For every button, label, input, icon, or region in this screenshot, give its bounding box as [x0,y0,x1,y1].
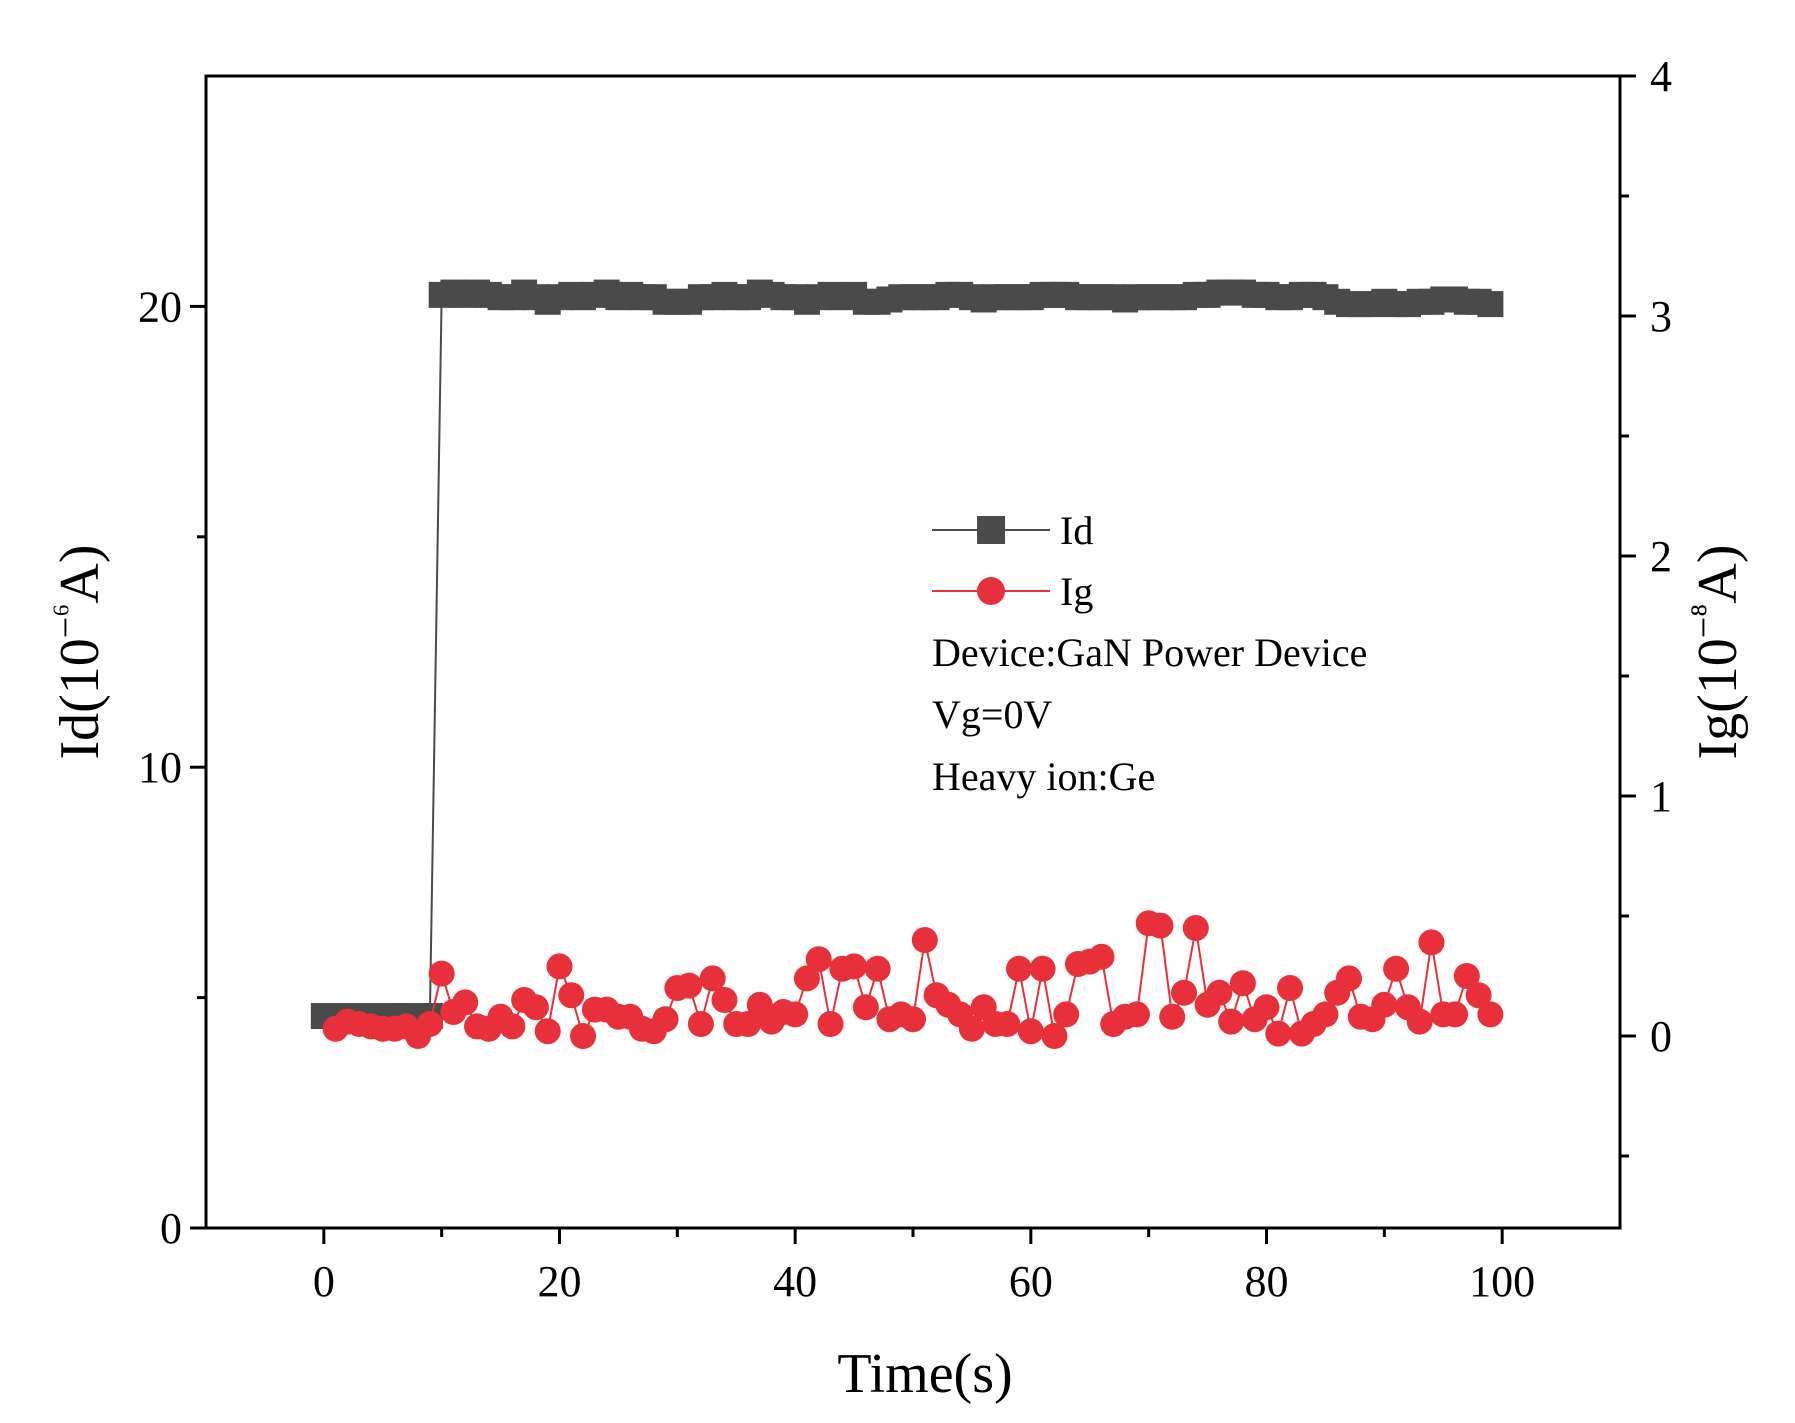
ig-point [864,955,891,982]
ig-point [452,989,479,1016]
ig-point [522,994,549,1021]
ig-point [1312,1001,1339,1028]
ig-point [652,1006,679,1033]
x-tick-label: 0 [313,1257,335,1306]
ig-point [852,994,879,1021]
left-y-axis-title-sup: −⁶ [45,604,87,639]
x-tick-label: 40 [773,1257,817,1306]
ig-point [1206,979,1233,1006]
left-y-tick-label: 0 [160,1204,182,1253]
annotation-device: Device:GaN Power Device [932,630,1367,675]
ig-point [558,982,585,1009]
ig-point [711,987,738,1013]
ig-point [676,972,703,999]
series-id [310,279,1504,1030]
right-y-axis-title-sup: −⁸ [1683,604,1725,639]
ig-point [1418,929,1445,956]
right-y-tick-label: 2 [1650,532,1672,581]
left-y-tick-label: 10 [138,743,182,792]
ig-point [1041,1023,1068,1049]
series-ig [322,910,1504,1049]
ig-point [793,965,820,992]
ig-point [994,1011,1021,1037]
ig-point [1182,915,1209,941]
ig-point [499,1013,526,1040]
legend-id-marker [977,516,1005,544]
ig-point [1383,955,1410,982]
right-y-tick-label: 4 [1650,52,1672,101]
right-y-tick-label: 1 [1650,772,1672,821]
ig-point [1477,1001,1504,1028]
ig-point [900,1006,926,1033]
legend-ig-label: Ig [1060,569,1093,614]
ig-point [1088,943,1115,970]
ig-point [911,927,938,953]
right-y-tick-label: 0 [1650,1012,1672,1061]
ig-point [1053,1001,1080,1028]
left-y-tick-label: 20 [138,282,182,331]
x-tick-label: 100 [1469,1257,1535,1306]
right-y-axis-title-tail: A) [1687,544,1749,603]
left-y-axis-ticks: 0 10 20 [138,282,206,1253]
ig-point [1218,1008,1245,1035]
left-y-axis-title-tail: A) [49,544,111,603]
ig-point [735,1011,762,1037]
ig-point [1159,1003,1186,1030]
x-tick-label: 80 [1245,1257,1289,1306]
plot-frame [204,74,1622,1230]
id-point [1477,291,1504,318]
ig-point [817,1011,844,1037]
ig-point [416,1011,443,1037]
ig-point [1277,975,1304,1001]
ig-point [958,1015,985,1042]
ig-point [699,965,726,992]
legend-ig-marker [977,577,1005,605]
ig-point [1453,963,1480,989]
ig-point [1017,1018,1044,1045]
ig-point [1229,970,1256,997]
ig-point [1265,1020,1292,1047]
legend: Id Ig Device:GaN Power Device Vg=0V Heav… [932,508,1367,799]
annotation-heavy-ion: Heavy ion:Ge [932,754,1155,799]
ig-point [805,946,832,973]
ig-point [1253,994,1280,1021]
right-y-axis-title-base: Ig(10 [1687,638,1749,759]
ig-point [1123,1001,1150,1028]
ig-point [534,1018,561,1045]
left-y-axis-title-base: Id(10 [49,638,111,759]
ig-point [841,953,868,980]
ig-point [1465,982,1492,1009]
annotation-vg: Vg=0V [932,692,1052,737]
ig-point [1006,955,1033,982]
right-y-axis-ticks: 0 1 2 3 4 [1620,52,1672,1158]
right-y-axis-title: Ig(10−⁸A) [1683,544,1749,759]
x-tick-label: 20 [538,1257,582,1306]
x-tick-label: 60 [1009,1257,1053,1306]
left-y-axis-title: Id(10−⁶A) [45,544,111,759]
right-y-tick-label: 3 [1650,292,1672,341]
ig-point [1171,979,1198,1006]
ig-point [1371,991,1398,1018]
x-axis-ticks: 0 20 40 60 80 100 [313,1228,1535,1306]
ig-point [1442,1001,1469,1028]
ig-point [546,953,573,980]
x-axis-title: Time(s) [837,1343,1012,1405]
ig-point [687,1011,714,1037]
ig-point [1147,912,1174,939]
ig-point [782,1001,809,1028]
ig-point [1335,965,1362,992]
ig-point [1406,1008,1433,1035]
ig-point [1029,955,1056,982]
ig-point [570,1023,597,1049]
legend-id-label: Id [1060,508,1093,553]
ig-point [428,960,455,987]
